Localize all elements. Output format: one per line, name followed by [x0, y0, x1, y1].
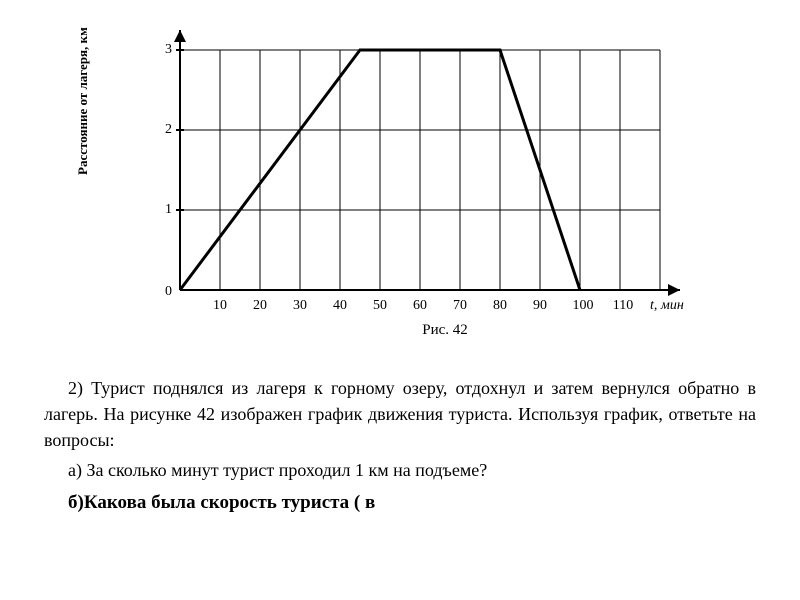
problem-intro: 2) Турист поднялся из лагеря к горному о…: [44, 375, 756, 453]
x-tick-80: 80: [488, 298, 512, 314]
x-tick-20: 20: [248, 298, 272, 314]
chart-grid: [180, 50, 660, 290]
x-tick-10: 10: [208, 298, 232, 314]
y-tick-2: 2: [152, 122, 172, 138]
y-tick-3: 3: [152, 42, 172, 58]
y-tick-0: 0: [152, 284, 172, 300]
x-tick-100: 100: [568, 298, 598, 314]
figure-caption: Рис. 42: [40, 322, 760, 339]
x-tick-50: 50: [368, 298, 392, 314]
x-tick-90: 90: [528, 298, 552, 314]
x-tick-30: 30: [288, 298, 312, 314]
chart-axes: [174, 30, 680, 296]
chart-container: Расстояние от лагеря, км: [40, 20, 760, 365]
y-tick-1: 1: [152, 202, 172, 218]
x-tick-70: 70: [448, 298, 472, 314]
x-tick-60: 60: [408, 298, 432, 314]
problem-text: 2) Турист поднялся из лагеря к горному о…: [40, 375, 760, 517]
question-a: а) За сколько минут турист проходил 1 км…: [44, 457, 756, 483]
x-tick-40: 40: [328, 298, 352, 314]
question-b: б)Какова была скорость туриста ( в: [44, 489, 756, 517]
x-tick-110: 110: [608, 298, 638, 314]
y-axis-label: Расстояние от лагеря, км: [75, 27, 91, 175]
